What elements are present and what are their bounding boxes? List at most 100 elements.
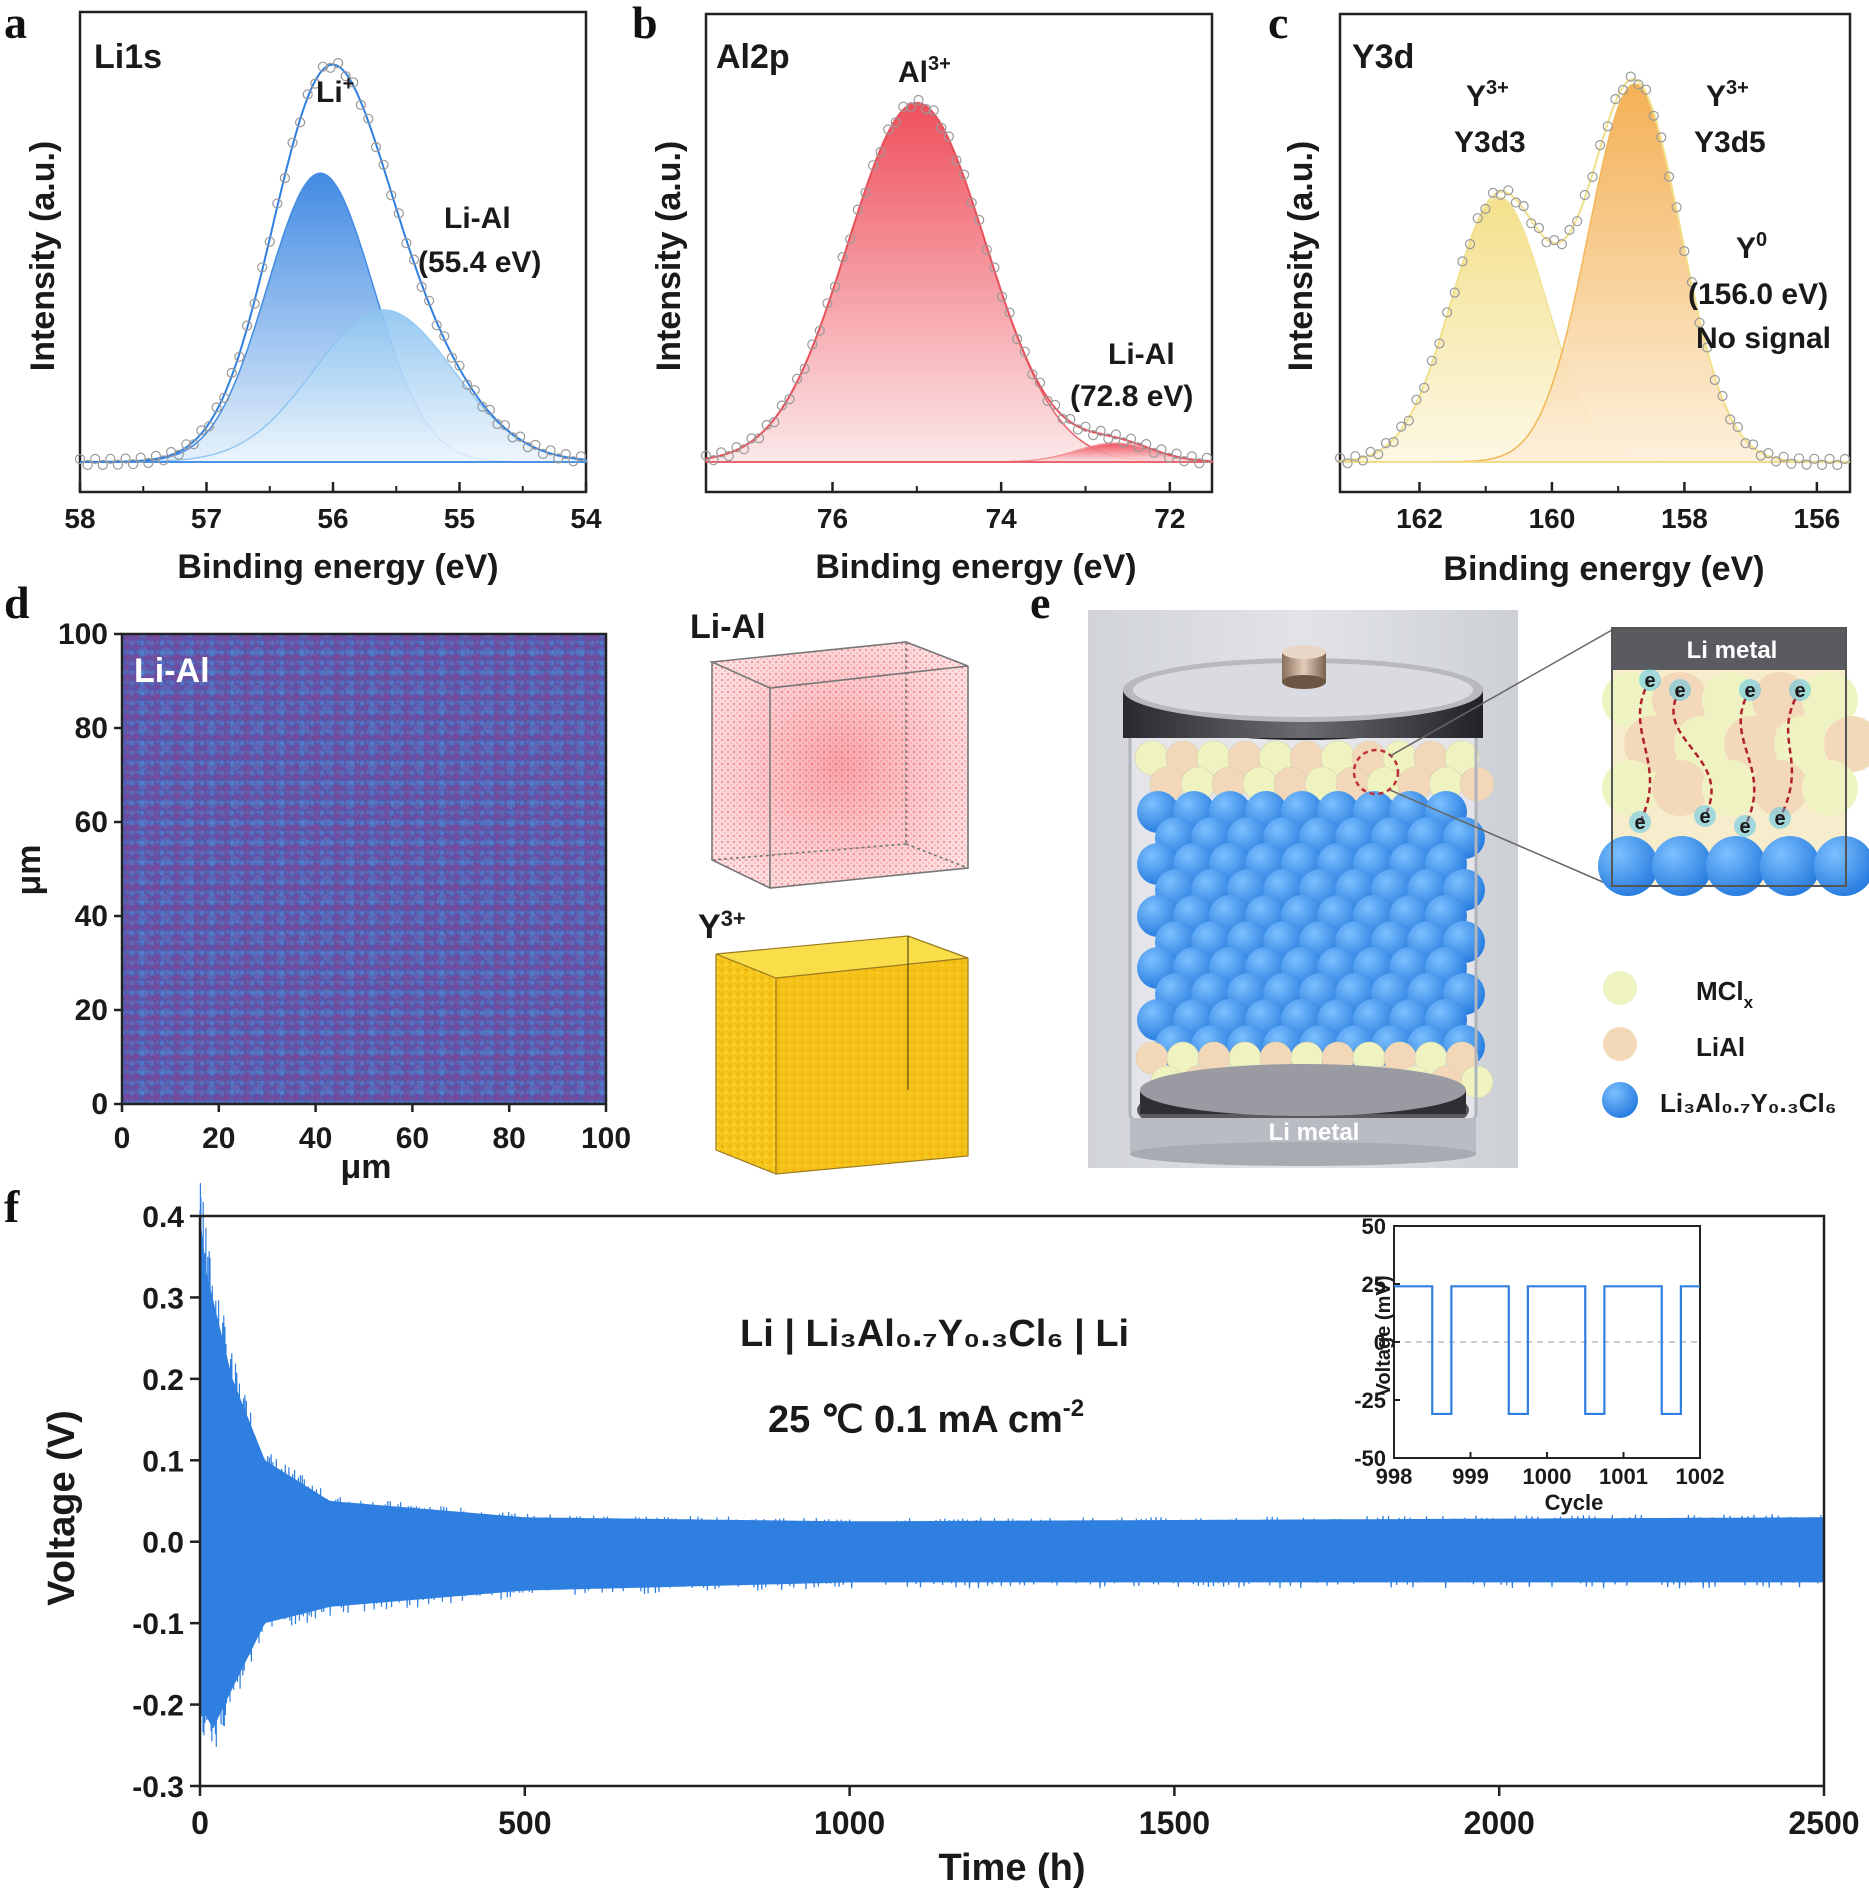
data-point-b-29 [920,103,932,115]
data-point-c-50 [1717,390,1728,402]
cube-y3 [715,935,969,1175]
data-point-c-25 [1526,218,1537,229]
data-point-a-66 [575,451,587,462]
legend-swatch-lial [1603,1027,1637,1061]
data-point-a-42 [393,208,404,219]
x-tick-label-c-0: 162 [1396,503,1443,534]
data-point-a-62 [545,445,556,456]
electron-glow-3 [1789,679,1811,701]
f-y-tick-label-3: 0.1 [142,1445,184,1478]
data-point-a-1 [82,459,93,471]
zoom-particle [1624,716,1680,772]
data-point-b-62 [1171,448,1182,459]
x-tick-label-a-4: 54 [570,503,602,534]
inset-x-tick-label-2: 1000 [1523,1464,1572,1489]
data-point-a-13 [173,449,184,460]
data-point-c-60 [1793,453,1805,464]
y-axis-label-c: Intensity (a.u.) [1282,141,1320,371]
data-point-c-45 [1679,246,1690,257]
data-point-a-43 [401,238,412,249]
data-point-c-52 [1732,421,1743,433]
panel-f: f 0 500 1000 1500 2000 25000.40.30.20.10.0-0.… [4,1181,1860,1889]
data-point-b-51 [1087,430,1099,441]
data-point-a-10 [150,450,161,461]
data-point-b-12 [791,373,803,384]
data-point-b-10 [776,400,788,411]
peak-label-li-al-b: Li-Al [1108,338,1175,371]
f-x-tick-label-1: 500 [498,1805,551,1841]
data-point-b-28 [913,94,924,106]
f-x-tick-label-4: 2000 [1464,1805,1535,1841]
data-point-a-26 [272,198,283,209]
data-point-c-37 [1617,84,1629,96]
data-point-b-18 [837,252,848,263]
plot-frame-c [1338,12,1852,494]
data-point-a-38 [363,113,374,124]
data-point-a-31 [310,78,321,89]
top-electrode-label: Li metal [1687,637,1778,664]
panel-letter-c: c [1268,0,1288,48]
data-point-c-35 [1602,121,1613,132]
inset-chart: 998 999 1000 1001 1002 50 25 0 -25 -50 Cycle Volt… [1354,1214,1724,1515]
data-point-c-51 [1725,414,1736,425]
region-label-c: Y3d [1352,38,1414,76]
data-point-b-11 [784,394,795,405]
mclx-lial-particle [1444,740,1480,776]
zoom-line-top [1389,629,1613,757]
inset-x-tick-label-3: 1001 [1599,1464,1648,1489]
zoom-particle [1652,760,1708,816]
x-tick-label-a-1: 57 [191,503,222,534]
electron-label-3: e [1794,680,1805,702]
electron-glow-6 [1734,815,1756,837]
f-y-tick-label-1: 0.3 [142,1282,184,1315]
data-point-b-66 [1201,452,1213,463]
electron-glow-4 [1629,811,1651,833]
data-point-a-36 [348,77,359,88]
data-point-b-65 [1194,458,1205,469]
electron-glow-5 [1694,805,1716,827]
data-point-b-37 [981,244,992,255]
f-x-tick-label-3: 1500 [1139,1805,1210,1841]
data-point-a-55 [492,418,503,430]
zoom-particle [1674,716,1730,772]
map-y-tick-label-1: 20 [75,994,108,1027]
data-point-b-61 [1163,452,1175,463]
data-point-c-44 [1671,202,1682,213]
data-point-c-9 [1403,415,1415,426]
cell-configuration-label: Li | Li₃Al₀.₇Y₀.₃Cl₆ | Li [740,1313,1129,1355]
data-point-c-2 [1350,451,1361,462]
zoom-electrolyte-particle [1706,836,1766,896]
data-point-b-21 [860,187,871,198]
data-point-a-64 [560,449,571,460]
f-y-tick-label-7: -0.3 [132,1771,184,1804]
data-point-a-46 [424,295,435,306]
zoom-electrolyte-particle [1760,836,1820,896]
x-tick-label-a-0: 58 [64,503,95,534]
legend-swatch-llaycl [1602,1082,1638,1118]
data-point-a-34 [333,57,344,69]
data-point-c-47 [1694,317,1705,328]
zoom-particle [1602,672,1658,728]
data-point-a-28 [287,137,298,148]
data-point-b-5 [738,444,750,455]
electron-glow-7 [1769,807,1791,829]
data-point-c-49 [1709,374,1720,386]
data-point-a-63 [553,453,564,464]
map-y-tick-label-3: 60 [75,806,108,839]
x-axis-label-b: Binding energy (eV) [815,548,1136,586]
data-point-b-48 [1065,413,1076,425]
map-label-li-al: Li-Al [134,652,210,690]
inset-x-tick-label-1: 999 [1452,1464,1489,1489]
data-point-c-13 [1434,338,1445,349]
plot-area-c: 162 160 158 156 [1334,71,1851,534]
cube-label-y3: Y3+ [698,906,746,946]
data-point-c-24 [1518,201,1529,212]
data-point-b-64 [1186,451,1197,462]
panel-c: c 162 160 158 156 Y3d Y3+ Y3d3 Y3+ Y3d5 Y0 … [1268,0,1852,588]
data-point-b-32 [943,131,955,142]
data-point-a-32 [317,61,328,72]
electron-path-1 [1672,689,1713,817]
plot-area-f: 0 500 1000 1500 2000 25000.40.30.20.10.0-0.1-… [132,1183,1860,1841]
data-point-a-56 [499,420,511,431]
